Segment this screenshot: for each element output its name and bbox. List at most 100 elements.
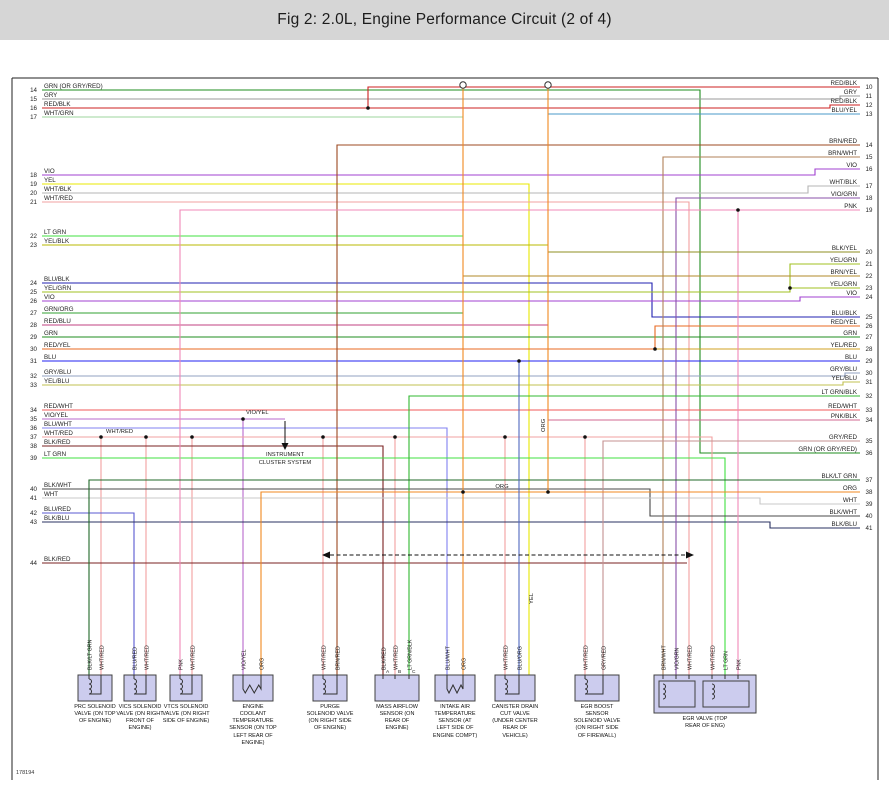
coil-symbol xyxy=(711,683,715,700)
component-box-vics-solenoid-valve xyxy=(123,674,157,702)
junction-dot xyxy=(461,490,465,494)
left-pin-number: 27 xyxy=(30,310,37,317)
wire-blk-wht xyxy=(42,488,860,517)
component-wire-label: BLK/LT GRN xyxy=(88,639,94,670)
left-pin-number: 18 xyxy=(30,172,37,179)
right-pin-label: YEL/RED xyxy=(831,342,858,349)
right-pin-number: 17 xyxy=(866,183,873,190)
junction-dot xyxy=(517,359,521,363)
component-pin-letter: B xyxy=(398,669,401,675)
right-pin-number: 18 xyxy=(866,195,873,202)
left-pin-number: 36 xyxy=(30,425,37,432)
right-pin-label: YEL/BLU xyxy=(832,375,857,382)
right-pin-number: 20 xyxy=(866,249,873,256)
wire-vio xyxy=(42,168,860,176)
right-pin-label: BRN/YEL xyxy=(831,269,858,276)
left-pin-label: BLK/BLU xyxy=(44,515,69,522)
right-pin-number: 23 xyxy=(866,285,873,292)
right-pin-number: 19 xyxy=(866,207,873,214)
left-pin-label: GRN (OR GRY/RED) xyxy=(44,83,103,90)
left-pin-label: VIO xyxy=(44,168,55,175)
left-pin-label: BLU/BLK xyxy=(44,276,70,283)
junction-dot xyxy=(503,435,507,439)
right-pin-label: RED/BLK xyxy=(831,80,858,87)
coil-symbol xyxy=(133,678,137,695)
left-pin-label: BLU/RED xyxy=(44,506,71,513)
component-box-prc-solenoid-valve xyxy=(77,674,113,702)
component-wire-label: BRN/WHT xyxy=(662,645,668,670)
wire-brn-red xyxy=(336,144,860,675)
left-pin-label: LT GRN xyxy=(44,229,66,236)
coil-symbol xyxy=(504,678,508,695)
coil-symbol xyxy=(584,678,588,695)
left-pin-label: GRN/ORG xyxy=(44,306,74,313)
component-box-canister-drain-cut-valve xyxy=(494,674,536,702)
wiring-diagram-canvas: GRN (OR GRY/RED) 14 GRY 15 RED/BLK 16 WHT/GRN 1… xyxy=(0,40,889,800)
component-box-mass-airflow-sensor xyxy=(374,674,420,702)
egr-boost-sensor-solenoid-valve-caption: EGR BOOST SENSOR SOLENOID VALVE (ON RIGH… xyxy=(573,704,621,739)
left-pin-number: 39 xyxy=(30,455,37,462)
left-pin-label: BLU xyxy=(44,354,56,361)
wire-wht xyxy=(42,497,860,505)
component-wire-label: ORG xyxy=(462,658,468,670)
right-pin-label: PNK xyxy=(844,203,858,210)
component-wire-label: PNK xyxy=(179,659,185,670)
right-pin-number: 34 xyxy=(866,417,873,424)
junction-dot xyxy=(99,435,103,439)
connector-circle xyxy=(544,81,552,89)
left-pin-number: 37 xyxy=(30,434,37,441)
left-pin-label: VIO/YEL xyxy=(44,412,69,419)
wiring-diagram-svg: GRN (OR GRY/RED) 14 GRY 15 RED/BLK 16 WHT/GRN 1… xyxy=(11,77,879,780)
left-pin-number: 16 xyxy=(30,105,37,112)
right-pin-number: 11 xyxy=(866,93,873,100)
right-pin-number: 30 xyxy=(866,370,873,377)
prc-solenoid-valve-caption: PRC SOLENOID VALVE (ON TOP OF ENGINE) xyxy=(74,704,116,725)
left-pin-number: 34 xyxy=(30,407,37,414)
annotation-label: ORG xyxy=(495,484,509,490)
left-pin-number: 26 xyxy=(30,298,37,305)
right-pin-label: RED/YEL xyxy=(831,319,858,326)
left-pin-number: 24 xyxy=(30,280,37,287)
left-pin-label: GRN xyxy=(44,330,58,337)
junction-dot xyxy=(546,490,550,494)
left-pin-number: 33 xyxy=(30,382,37,389)
left-pin-number: 22 xyxy=(30,233,37,240)
dashed-line-arrow-right xyxy=(686,551,694,559)
wire-red-blk xyxy=(367,86,860,108)
component-pin-letter: A xyxy=(386,669,390,675)
coil-return xyxy=(323,679,338,695)
left-pin-number: 28 xyxy=(30,322,37,329)
coil-return xyxy=(134,679,147,695)
wire-pnk xyxy=(179,209,860,675)
right-pin-label: RED/WHT xyxy=(828,403,857,410)
left-pin-label: YEL/BLU xyxy=(44,378,69,385)
coil-return xyxy=(180,679,193,695)
component-wire-label: WHT/RED xyxy=(100,645,106,670)
junction-dot xyxy=(788,286,792,290)
left-pin-label: WHT/GRN xyxy=(44,110,74,117)
wire-blu-blk xyxy=(42,282,860,318)
annotation-label: INSTRUMENT xyxy=(266,452,304,458)
component-wire-label: WHT/RED xyxy=(688,645,694,670)
left-pin-number: 20 xyxy=(30,190,37,197)
right-pin-label: YEL/GRN xyxy=(830,257,857,264)
right-pin-label: WHT/BLK xyxy=(829,179,857,186)
right-pin-number: 24 xyxy=(866,294,873,301)
left-pin-number: 30 xyxy=(30,346,37,353)
right-pin-label: BLK/LT GRN xyxy=(821,473,857,480)
right-pin-label: VIO/GRN xyxy=(831,191,857,198)
junction-dot xyxy=(241,417,245,421)
right-pin-label: GRY/BLU xyxy=(830,366,857,373)
right-pin-label: BRN/WHT xyxy=(828,150,857,157)
component-wire-label: VIO/GRN xyxy=(675,647,681,670)
left-pin-label: LT GRN xyxy=(44,451,66,458)
right-pin-label: BLU xyxy=(845,354,857,361)
left-pin-label: RED/YEL xyxy=(44,342,71,349)
left-pin-number: 31 xyxy=(30,358,37,365)
right-pin-number: 41 xyxy=(866,525,873,532)
egr-valve-caption: EGR VALVE (TOP REAR OF ENG) xyxy=(682,716,728,730)
title-bar: Fig 2: 2.0L, Engine Performance Circuit … xyxy=(0,0,889,40)
right-pin-label: YEL/GRN xyxy=(830,281,857,288)
right-pin-label: RED/BLK xyxy=(831,98,858,105)
wire-lt-grn xyxy=(42,457,726,675)
